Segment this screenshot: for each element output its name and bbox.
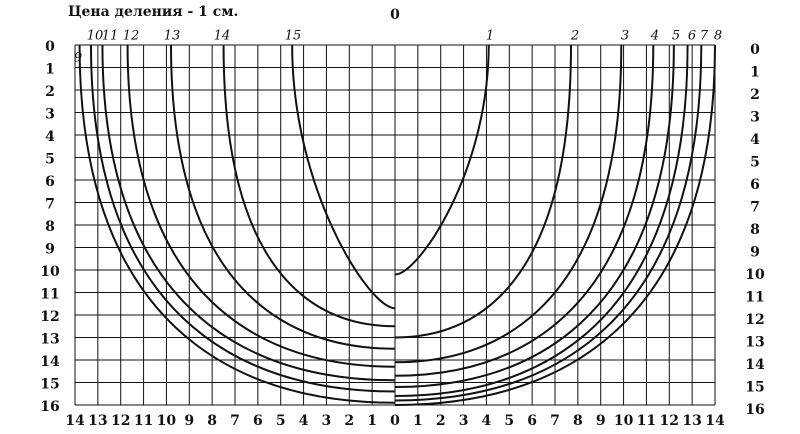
labels: 0123456789101112131415160123456789101112… xyxy=(40,29,765,430)
row-label: 10 xyxy=(745,267,765,283)
center-label: 0 xyxy=(390,7,400,23)
column-label: 3 xyxy=(459,413,469,429)
column-label: 10 xyxy=(157,413,177,429)
station-curve xyxy=(394,44,689,397)
row-label: 15 xyxy=(745,380,764,396)
column-label: 1 xyxy=(367,413,377,429)
row-label: 13 xyxy=(745,335,764,351)
station-label: 5 xyxy=(672,29,680,44)
station-label: 6 xyxy=(688,29,696,44)
row-label: 14 xyxy=(40,354,60,370)
row-label: 11 xyxy=(40,287,59,303)
row-label: 8 xyxy=(45,219,55,235)
column-label: 2 xyxy=(344,413,354,429)
row-label: 1 xyxy=(750,65,760,81)
title: Цена деления - 1 см. xyxy=(68,4,238,20)
row-label: 9 xyxy=(45,242,55,258)
station-curve xyxy=(126,44,396,368)
station-curve xyxy=(394,44,572,339)
column-label: 4 xyxy=(482,413,492,429)
row-label: 16 xyxy=(745,402,764,418)
column-label: 14 xyxy=(705,413,725,429)
station-label: 10 xyxy=(87,29,104,44)
station-curve xyxy=(394,44,675,388)
row-label: 4 xyxy=(45,129,55,145)
row-label: 15 xyxy=(40,377,59,393)
station-curve xyxy=(101,44,396,382)
row-label: 6 xyxy=(750,177,760,193)
station-curve xyxy=(222,44,396,328)
column-label: 9 xyxy=(596,413,606,429)
station-label: 2 xyxy=(570,29,579,44)
station-curve xyxy=(170,44,396,350)
column-label: 6 xyxy=(527,413,537,429)
station-label: 13 xyxy=(164,29,181,44)
row-label: 0 xyxy=(45,39,55,55)
station-curve xyxy=(291,44,396,310)
station-label: 3 xyxy=(621,29,629,44)
row-label: 2 xyxy=(750,87,760,103)
row-label: 1 xyxy=(45,62,55,78)
row-label: 0 xyxy=(750,42,760,58)
column-label: 7 xyxy=(550,413,560,429)
station-label: 14 xyxy=(214,29,231,44)
column-label: 11 xyxy=(637,413,656,429)
station-curves xyxy=(78,44,716,406)
station-curve xyxy=(394,44,716,406)
row-label: 5 xyxy=(45,152,55,168)
station-label: 15 xyxy=(285,29,302,44)
row-label: 5 xyxy=(750,155,760,171)
row-label: 6 xyxy=(45,174,55,190)
station-label: 4 xyxy=(650,29,659,44)
column-label: 3 xyxy=(322,413,332,429)
row-label: 14 xyxy=(745,357,765,373)
column-label: 8 xyxy=(573,413,583,429)
station-label: 1 xyxy=(486,29,494,44)
row-label: 4 xyxy=(750,132,760,148)
column-label: 13 xyxy=(88,413,107,429)
row-label: 3 xyxy=(750,110,760,126)
station-curve xyxy=(78,44,396,404)
column-label: 6 xyxy=(253,413,263,429)
station-curve xyxy=(394,44,623,364)
row-label: 12 xyxy=(40,309,59,325)
row-label: 11 xyxy=(745,290,764,306)
station-label: 11 xyxy=(102,29,119,44)
grid xyxy=(74,44,716,406)
column-label: 10 xyxy=(614,413,634,429)
station-curve xyxy=(394,44,655,377)
station-curve xyxy=(394,44,703,402)
column-label: 8 xyxy=(207,413,217,429)
column-label: 5 xyxy=(276,413,286,429)
column-label: 12 xyxy=(660,413,679,429)
column-label: 1 xyxy=(413,413,423,429)
row-label: 12 xyxy=(745,312,764,328)
column-label: 7 xyxy=(230,413,240,429)
station-label: 9 xyxy=(74,51,82,66)
station-curve xyxy=(90,44,396,393)
station-label: 7 xyxy=(700,29,709,44)
row-label: 7 xyxy=(750,200,760,216)
row-label: 3 xyxy=(45,107,55,123)
column-label: 2 xyxy=(436,413,446,429)
column-label: 12 xyxy=(111,413,130,429)
row-label: 10 xyxy=(40,264,60,280)
column-label: 13 xyxy=(682,413,701,429)
row-label: 16 xyxy=(40,399,59,415)
row-label: 8 xyxy=(750,222,760,238)
row-label: 9 xyxy=(750,245,760,261)
column-label: 11 xyxy=(134,413,153,429)
column-label: 14 xyxy=(65,413,85,429)
column-label: 9 xyxy=(184,413,194,429)
station-label: 8 xyxy=(714,29,722,44)
column-label: 5 xyxy=(504,413,514,429)
station-label: 12 xyxy=(123,29,140,44)
column-label: 0 xyxy=(390,413,400,429)
row-label: 13 xyxy=(40,332,59,348)
row-label: 7 xyxy=(45,197,55,213)
station-curve xyxy=(394,44,490,276)
row-label: 2 xyxy=(45,84,55,100)
column-label: 4 xyxy=(299,413,309,429)
